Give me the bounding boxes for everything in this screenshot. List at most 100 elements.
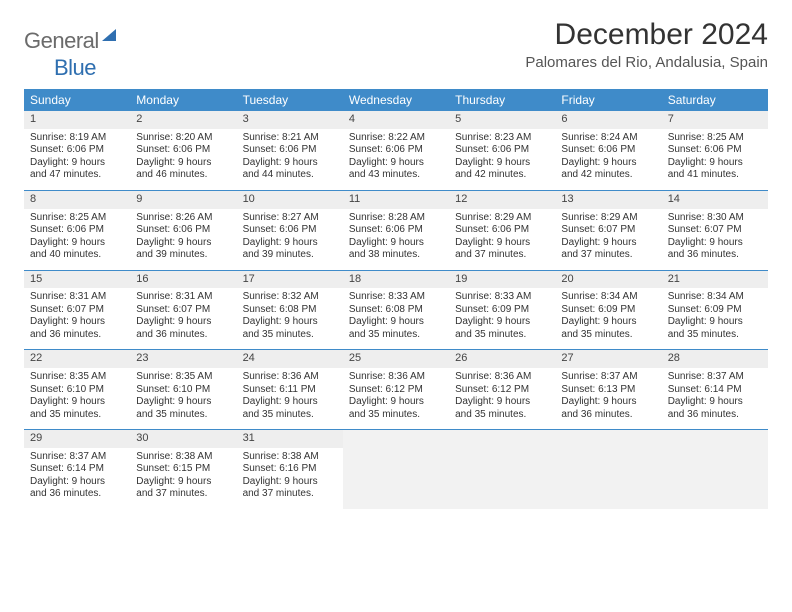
calendar-day-cell: 8Sunrise: 8:25 AMSunset: 6:06 PMDaylight… — [24, 190, 130, 270]
day-number: 11 — [343, 191, 449, 209]
day-header: Sunday — [24, 89, 130, 111]
calendar-week-row: 8Sunrise: 8:25 AMSunset: 6:06 PMDaylight… — [24, 190, 768, 270]
daylight-line: Daylight: 9 hours and 35 minutes. — [349, 316, 443, 341]
daylight-line: Daylight: 9 hours and 35 minutes. — [455, 396, 549, 421]
sunset-line: Sunset: 6:09 PM — [455, 304, 549, 317]
sunrise-line: Sunrise: 8:24 AM — [561, 132, 655, 145]
daylight-line: Daylight: 9 hours and 35 minutes. — [30, 396, 124, 421]
sunset-line: Sunset: 6:08 PM — [349, 304, 443, 317]
calendar-day-cell: 21Sunrise: 8:34 AMSunset: 6:09 PMDayligh… — [662, 270, 768, 350]
sunrise-line: Sunrise: 8:33 AM — [349, 291, 443, 304]
day-number: 22 — [24, 350, 130, 368]
calendar-day-cell: 26 Sunrise: 8:36 AMSunset: 6:12 PMDayligh… — [449, 350, 555, 430]
calendar-day-cell: 16Sunrise: 8:31 AMSunset: 6:07 PMDayligh… — [130, 270, 236, 350]
calendar-day-cell: 1 Sunrise: 8:19 AMSunset: 6:06 PMDaylight… — [24, 111, 130, 190]
daylight-line: Daylight: 9 hours and 35 minutes. — [349, 396, 443, 421]
daylight-line: Daylight: 9 hours and 44 minutes. — [243, 157, 337, 182]
calendar-day-cell: 20Sunrise: 8:34 AMSunset: 6:09 PMDayligh… — [555, 270, 661, 350]
daylight-line: Daylight: 9 hours and 36 minutes. — [668, 237, 762, 262]
sunset-line: Sunset: 6:10 PM — [136, 384, 230, 397]
sunrise-line: Sunrise: 8:38 AM — [243, 451, 337, 464]
calendar-day-cell: 31Sunrise: 8:38 AMSunset: 6:16 PMDayligh… — [237, 430, 343, 509]
daylight-line: Daylight: 9 hours and 40 minutes. — [30, 237, 124, 262]
day-number: 6 — [555, 111, 661, 129]
day-number: 26 — [449, 350, 555, 368]
day-header: Wednesday — [343, 89, 449, 111]
sunrise-line: Sunrise: 8:36 AM — [243, 371, 337, 384]
day-header: Monday — [130, 89, 236, 111]
logo-text-1: General — [24, 28, 99, 54]
sunrise-line: Sunrise: 8:37 AM — [30, 451, 124, 464]
day-number: 25 — [343, 350, 449, 368]
daylight-line: Daylight: 9 hours and 42 minutes. — [455, 157, 549, 182]
sunrise-line: Sunrise: 8:19 AM — [30, 132, 124, 145]
sunrise-line: Sunrise: 8:37 AM — [561, 371, 655, 384]
daylight-line: Daylight: 9 hours and 46 minutes. — [136, 157, 230, 182]
calendar-day-cell: 7Sunrise: 8:25 AMSunset: 6:06 PMDaylight… — [662, 111, 768, 190]
daylight-line: Daylight: 9 hours and 38 minutes. — [349, 237, 443, 262]
day-number: 14 — [662, 191, 768, 209]
daylight-line: Daylight: 9 hours and 36 minutes. — [30, 316, 124, 341]
calendar-day-cell: 6Sunrise: 8:24 AMSunset: 6:06 PMDaylight… — [555, 111, 661, 190]
sunrise-line: Sunrise: 8:22 AM — [349, 132, 443, 145]
day-number: 23 — [130, 350, 236, 368]
sunset-line: Sunset: 6:06 PM — [30, 144, 124, 157]
day-number: 15 — [24, 271, 130, 289]
sunrise-line: Sunrise: 8:36 AM — [455, 371, 549, 384]
day-number: 1 — [24, 111, 130, 129]
sunset-line: Sunset: 6:09 PM — [561, 304, 655, 317]
calendar-day-cell: 22Sunrise: 8:35 AMSunset: 6:10 PMDayligh… — [24, 350, 130, 430]
sunrise-line: Sunrise: 8:25 AM — [668, 132, 762, 145]
daylight-line: Daylight: 9 hours and 37 minutes. — [561, 237, 655, 262]
sunrise-line: Sunrise: 8:26 AM — [136, 212, 230, 225]
daylight-line: Daylight: 9 hours and 47 minutes. — [30, 157, 124, 182]
day-number: 16 — [130, 271, 236, 289]
calendar-empty-cell — [449, 430, 555, 509]
calendar-day-cell: 25Sunrise: 8:36 AMSunset: 6:12 PMDayligh… — [343, 350, 449, 430]
daylight-line: Daylight: 9 hours and 43 minutes. — [349, 157, 443, 182]
day-number: 2 — [130, 111, 236, 129]
day-number: 21 — [662, 271, 768, 289]
logo-triangle-icon — [102, 29, 116, 41]
calendar-week-row: 29Sunrise: 8:37 AMSunset: 6:14 PMDayligh… — [24, 430, 768, 509]
sunset-line: Sunset: 6:07 PM — [668, 224, 762, 237]
calendar-day-cell: 10Sunrise: 8:27 AMSunset: 6:06 PMDayligh… — [237, 190, 343, 270]
day-header: Friday — [555, 89, 661, 111]
calendar-day-cell: 9Sunrise: 8:26 AMSunset: 6:06 PMDaylight… — [130, 190, 236, 270]
sunset-line: Sunset: 6:07 PM — [561, 224, 655, 237]
calendar-day-cell: 23Sunrise: 8:35 AMSunset: 6:10 PMDayligh… — [130, 350, 236, 430]
sunset-line: Sunset: 6:15 PM — [136, 463, 230, 476]
calendar-table: SundayMondayTuesdayWednesdayThursdayFrid… — [24, 89, 768, 509]
sunrise-line: Sunrise: 8:23 AM — [455, 132, 549, 145]
day-number: 10 — [237, 191, 343, 209]
sunset-line: Sunset: 6:06 PM — [349, 224, 443, 237]
calendar-day-cell: 15 Sunrise: 8:31 AMSunset: 6:07 PMDayligh… — [24, 270, 130, 350]
sunrise-line: Sunrise: 8:37 AM — [668, 371, 762, 384]
calendar-empty-cell — [343, 430, 449, 509]
daylight-line: Daylight: 9 hours and 42 minutes. — [561, 157, 655, 182]
calendar-day-cell: 3Sunrise: 8:21 AMSunset: 6:06 PMDaylight… — [237, 111, 343, 190]
day-number: 7 — [662, 111, 768, 129]
calendar-empty-cell — [662, 430, 768, 509]
sunset-line: Sunset: 6:06 PM — [136, 224, 230, 237]
calendar-day-cell: 17Sunrise: 8:32 AMSunset: 6:08 PMDayligh… — [237, 270, 343, 350]
sunset-line: Sunset: 6:14 PM — [668, 384, 762, 397]
calendar-day-cell: 14Sunrise: 8:30 AMSunset: 6:07 PMDayligh… — [662, 190, 768, 270]
calendar-day-cell: 2Sunrise: 8:20 AMSunset: 6:06 PMDaylight… — [130, 111, 236, 190]
sunset-line: Sunset: 6:11 PM — [243, 384, 337, 397]
sunset-line: Sunset: 6:06 PM — [455, 144, 549, 157]
sunrise-line: Sunrise: 8:29 AM — [561, 212, 655, 225]
sunset-line: Sunset: 6:07 PM — [30, 304, 124, 317]
daylight-line: Daylight: 9 hours and 35 minutes. — [243, 316, 337, 341]
sunset-line: Sunset: 6:06 PM — [243, 144, 337, 157]
daylight-line: Daylight: 9 hours and 37 minutes. — [136, 476, 230, 501]
daylight-line: Daylight: 9 hours and 36 minutes. — [668, 396, 762, 421]
sunrise-line: Sunrise: 8:31 AM — [30, 291, 124, 304]
daylight-line: Daylight: 9 hours and 36 minutes. — [30, 476, 124, 501]
sunset-line: Sunset: 6:09 PM — [668, 304, 762, 317]
sunset-line: Sunset: 6:12 PM — [455, 384, 549, 397]
daylight-line: Daylight: 9 hours and 37 minutes. — [243, 476, 337, 501]
sunset-line: Sunset: 6:07 PM — [136, 304, 230, 317]
sunset-line: Sunset: 6:06 PM — [668, 144, 762, 157]
page-title: December 2024 — [525, 18, 768, 52]
